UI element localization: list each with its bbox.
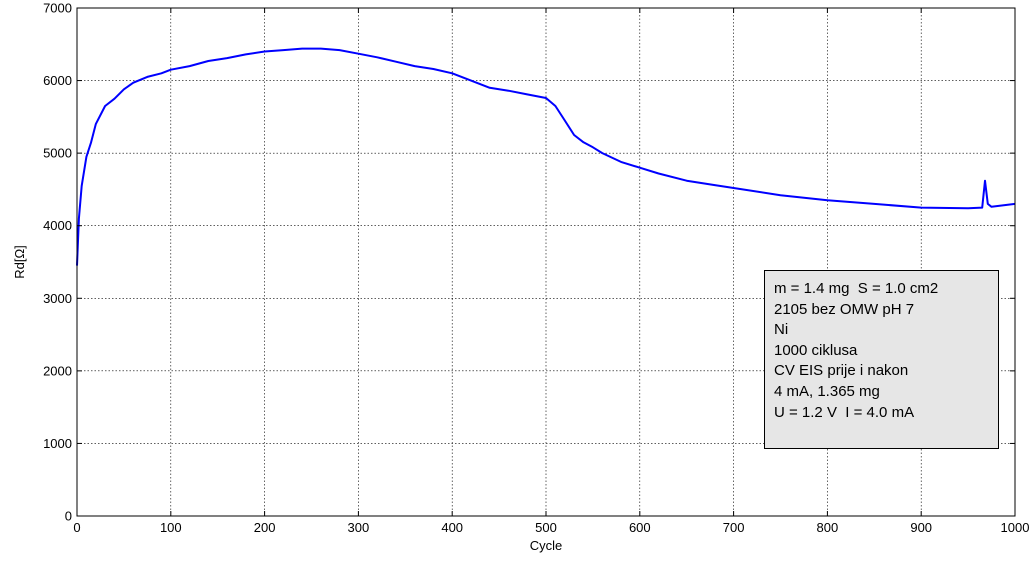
tick-marks (76, 7, 1016, 517)
y-tick-label: 7000 (43, 1, 72, 16)
y-axis-tick-labels: 0 1000 2000 3000 4000 5000 6000 7000 (43, 1, 72, 524)
x-tick-label: 900 (910, 520, 932, 535)
y-tick-label: 2000 (43, 363, 72, 378)
annotation-line: 1000 ciklusa (774, 341, 858, 359)
annotation-line: m = 1.4 mg S = 1.0 cm2 (774, 280, 939, 297)
y-tick-label: 4000 (43, 218, 72, 233)
annotation-line: CV EIS prije i nakon (774, 362, 909, 380)
x-tick-label: 0 (73, 520, 80, 535)
y-tick-label: 0 (65, 509, 72, 524)
annotation-line: 4 mA, 1.365 mg (774, 382, 880, 400)
x-tick-label: 200 (254, 520, 276, 535)
annotation-line: Ni (774, 321, 789, 339)
x-axis-title: Cycle (530, 538, 563, 553)
annotation-line: U = 1.2 V I = 4.0 mA (774, 403, 915, 421)
y-tick-label: 6000 (43, 73, 72, 88)
annotation-line: 2105 bez OMW pH 7 (774, 300, 915, 318)
series-line-0 (76, 47, 1016, 266)
x-tick-label: 600 (629, 520, 651, 535)
x-tick-label: 700 (723, 520, 745, 535)
series-layer (76, 47, 1016, 266)
x-tick-label: 500 (535, 520, 557, 535)
x-tick-label: 100 (160, 520, 182, 535)
x-tick-label: 300 (348, 520, 370, 535)
annotation-box: m = 1.4 mg S = 1.0 cm2 2105 bez OMW pH 7… (764, 270, 999, 449)
x-tick-label: 1000 (1001, 520, 1030, 535)
x-tick-label: 400 (441, 520, 463, 535)
y-tick-label: 5000 (43, 146, 72, 161)
y-axis-title: Rd[Ω] (12, 245, 27, 279)
y-tick-label: 3000 (43, 291, 72, 306)
x-tick-label: 800 (817, 520, 839, 535)
x-axis-tick-labels: 0 100 200 300 400 500 600 700 800 900 1000 (73, 520, 1029, 535)
y-tick-label: 1000 (43, 436, 72, 451)
